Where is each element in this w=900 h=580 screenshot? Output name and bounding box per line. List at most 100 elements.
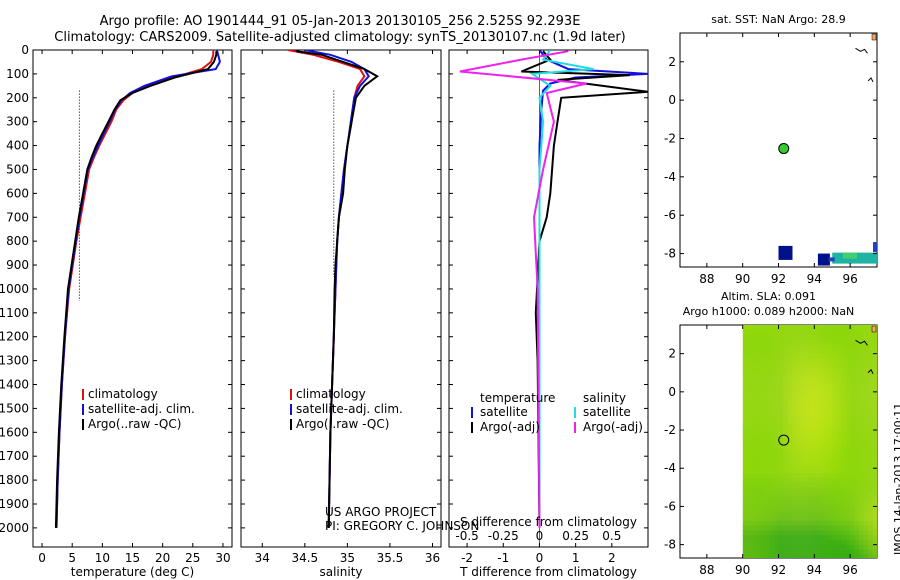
sla-cell — [850, 382, 856, 388]
sla-cell — [809, 530, 815, 536]
sla-cell — [850, 501, 856, 508]
sla-cell — [778, 382, 784, 388]
sla-cell — [782, 477, 788, 484]
sla-cell — [796, 430, 802, 436]
sla-cell — [760, 444, 766, 450]
argo-position-marker — [778, 434, 790, 446]
sla-cell — [791, 396, 797, 402]
sla-cell — [765, 549, 771, 555]
sla-cell — [841, 506, 847, 512]
sla-cell — [747, 425, 753, 431]
sla-cell — [832, 544, 838, 550]
sla-cell — [823, 549, 829, 555]
sla-cell — [774, 539, 779, 546]
sla-cell — [769, 477, 775, 484]
depth-tick-label: 1600 — [0, 425, 29, 439]
diff-legend-label-s: satellite — [583, 405, 631, 419]
sla-cell — [859, 515, 865, 522]
sla-cell — [823, 477, 829, 484]
sla-cell — [747, 396, 753, 402]
sla-cell — [756, 515, 762, 522]
sla-cell — [796, 339, 802, 345]
sla-cell — [778, 544, 784, 550]
sla-cell — [765, 430, 771, 436]
sla-cell — [782, 515, 788, 522]
sla-cell — [769, 439, 775, 445]
sla-cell — [845, 382, 851, 388]
sla-cell — [756, 372, 762, 379]
sla-cell — [845, 511, 851, 517]
sla-cell — [832, 358, 838, 364]
sla-cell — [832, 367, 838, 374]
sla-cell — [854, 520, 860, 527]
sla-cell — [841, 468, 847, 474]
sla-cell — [782, 372, 788, 379]
sla-cell — [742, 492, 748, 498]
sla-cell — [774, 449, 779, 455]
sla-cell — [800, 339, 806, 345]
sla-cell — [800, 420, 806, 426]
sla-cell — [747, 453, 753, 460]
sla-cell — [854, 391, 860, 398]
sla-cell — [787, 515, 793, 522]
sla-cell — [854, 530, 860, 536]
sla-cell — [756, 449, 762, 455]
sla-cell — [818, 401, 824, 407]
sla-cell — [747, 367, 753, 374]
sla-cell — [845, 487, 851, 493]
sla-cell — [778, 348, 784, 355]
sla-cell — [850, 539, 856, 546]
sla-cell — [814, 339, 820, 345]
sla-cell — [760, 420, 766, 426]
sla-cell — [850, 430, 856, 436]
timestamp-stamp: IMOS 14-Jan-2013 17:00:11 — [892, 402, 900, 555]
temperature-legend-label: climatology — [88, 387, 158, 401]
sla-cell — [814, 353, 820, 360]
sla-cell — [859, 339, 865, 345]
sla-cell — [756, 377, 762, 383]
sla-cell — [800, 535, 806, 541]
sla-cell — [818, 482, 824, 488]
sla-cell — [859, 325, 865, 331]
sla-cell — [742, 420, 748, 426]
sla-cell — [778, 420, 784, 426]
sla-cell — [823, 425, 829, 431]
sla-cell — [827, 477, 833, 484]
sla-cell — [742, 525, 748, 531]
sla-cell — [868, 434, 874, 441]
sla-cell — [805, 449, 811, 455]
sla-cell — [850, 396, 856, 402]
sla-cell — [845, 535, 851, 541]
sla-cell — [800, 344, 806, 350]
sla-cell — [769, 458, 775, 465]
sla-cell — [841, 530, 847, 536]
sla-cell — [836, 339, 842, 345]
sla-cell — [742, 410, 748, 417]
sla-cell — [760, 501, 766, 508]
sla-cell — [850, 387, 856, 393]
sla-map-title-line2: Argo h1000: 0.089 h2000: NaN — [683, 305, 855, 318]
sla-cell — [809, 372, 815, 379]
sla-cell — [836, 430, 842, 436]
sla-cell — [751, 439, 757, 445]
sla-cell — [836, 382, 842, 388]
sla-cell — [778, 372, 784, 379]
sla-cell — [769, 463, 775, 469]
sla-cell — [787, 444, 793, 450]
sla-cell — [791, 473, 797, 479]
sla-cell — [809, 367, 815, 374]
sla-cell — [778, 401, 784, 407]
sla-cell — [796, 487, 802, 493]
sla-cell — [769, 530, 775, 536]
sla-cell — [845, 415, 851, 422]
sla-cell — [747, 535, 753, 541]
sla-cell — [778, 515, 784, 522]
sla-cell — [841, 425, 847, 431]
sla-cell — [756, 367, 762, 374]
sla-cell — [832, 482, 838, 488]
sla-cell — [832, 487, 838, 493]
sla-cell — [796, 377, 802, 383]
sla-cell — [832, 387, 838, 393]
sla-cell — [818, 377, 824, 383]
sla-cell — [760, 415, 766, 422]
